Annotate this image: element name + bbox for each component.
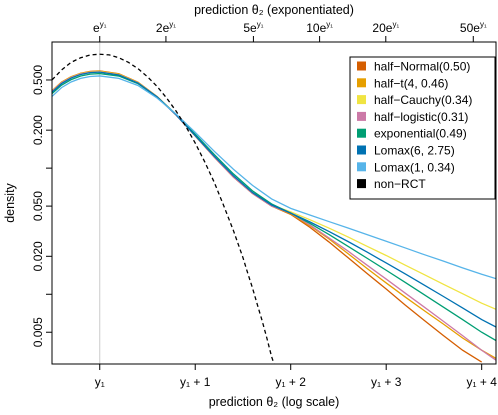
bottom-tick-label-1: y₁ + 1 xyxy=(180,375,211,389)
bottom-tick-label-2: y₁ + 2 xyxy=(276,375,307,389)
top-tick-label-5: 50ey₁ xyxy=(460,20,487,35)
legend-swatch-7 xyxy=(357,179,366,189)
legend-label-0: half−Normal(0.50) xyxy=(374,60,470,74)
legend-swatch-0 xyxy=(357,61,366,71)
legend-swatch-3 xyxy=(357,111,366,121)
bottom-tick-label-3: y₁ + 3 xyxy=(371,375,402,389)
top-axis: ey₁ 2ey₁ 5ey₁ 10ey₁ 20ey₁ 50ey₁ xyxy=(93,20,487,42)
y-tick-label-3: 0.200 xyxy=(31,115,45,145)
series-line-4 xyxy=(52,72,496,342)
bottom-axis-title: prediction θ₂ (log scale) xyxy=(209,395,340,409)
top-tick-label-3: 10ey₁ xyxy=(306,20,333,35)
plot-frame xyxy=(51,41,497,365)
series-line-7 xyxy=(52,53,275,364)
y-tick-label-4: 0.500 xyxy=(31,65,45,95)
top-tick-label-2: 5ey₁ xyxy=(243,20,263,35)
legend-label-7: non−RCT xyxy=(374,177,426,191)
legend-box xyxy=(349,56,496,200)
y-tick-label-2: 0.050 xyxy=(31,191,45,221)
legend-swatch-6 xyxy=(357,162,366,172)
legend-swatch-1 xyxy=(357,78,366,88)
top-tick-label-1: 2ey₁ xyxy=(156,20,176,35)
legend-label-3: half−logistic(0.31) xyxy=(374,110,468,124)
series-line-6 xyxy=(52,75,496,280)
legend-swatch-5 xyxy=(357,145,366,155)
legend-label-2: half−Cauchy(0.34) xyxy=(374,93,472,107)
top-tick-label-4: 20ey₁ xyxy=(372,20,399,35)
legend-label-5: Lomax(6, 2.75) xyxy=(374,144,455,158)
y-axis-title: density xyxy=(3,182,17,222)
legend-label-4: exponential(0.49) xyxy=(374,127,467,141)
series-line-5 xyxy=(52,71,496,328)
top-axis-title: prediction θ₂ (exponentiated) xyxy=(194,3,354,17)
top-tick-label-0: ey₁ xyxy=(93,20,107,35)
legend-label-1: half−t(4, 0.46) xyxy=(374,76,448,90)
bottom-axis: y₁ y₁ + 1 y₁ + 2 y₁ + 3 y₁ + 4 xyxy=(95,364,497,389)
left-axis: 0.005 0.020 0.050 0.200 0.500 xyxy=(31,65,52,347)
y-tick-label-0: 0.005 xyxy=(31,317,45,347)
legend-swatch-4 xyxy=(357,128,366,138)
legend: half−Normal(0.50) half−t(4, 0.46) half−Cau… xyxy=(349,56,496,200)
legend-label-6: Lomax(1, 0.34) xyxy=(374,160,455,174)
legend-swatch-2 xyxy=(357,95,366,105)
y-tick-label-1: 0.020 xyxy=(31,241,45,271)
bottom-tick-label-0: y₁ xyxy=(95,375,105,389)
bottom-tick-label-4: y₁ + 4 xyxy=(466,375,497,389)
